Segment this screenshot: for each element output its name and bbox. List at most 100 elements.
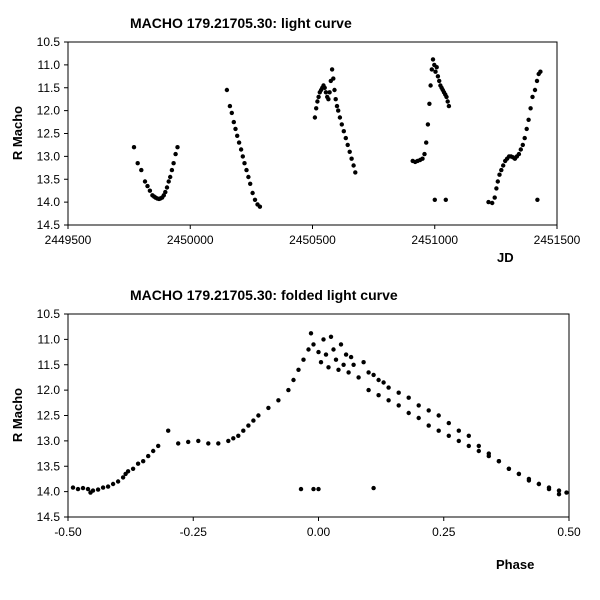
folded-light-curve-x-tick-label: -0.25	[180, 525, 208, 539]
folded-light-curve-data-point	[496, 459, 502, 464]
folded-light-curve-data-point	[156, 443, 161, 449]
folded-light-curve-data-point	[130, 466, 136, 471]
folded-light-curve-y-tick-label: 10.5	[37, 307, 61, 321]
light-curve-data-point	[422, 151, 427, 157]
folded-light-curve-data-point	[328, 334, 334, 339]
folded-light-curve-data-point	[466, 443, 471, 449]
folded-light-curve-data-point	[338, 342, 344, 347]
light-curve-title: MACHO 179.21705.30: light curve	[130, 15, 352, 31]
folded-light-curve-data-point	[361, 360, 366, 365]
folded-light-curve-data-point	[564, 490, 569, 495]
light-curve-data-point	[323, 90, 329, 95]
light-curve-data-point	[332, 87, 337, 93]
folded-light-curve-data-point	[226, 438, 231, 444]
light-curve-data-point	[425, 122, 431, 127]
light-curve-x-tick-label: 2451000	[411, 233, 458, 247]
folded-light-curve-chart: MACHO 179.21705.30: folded light curve R…	[10, 287, 581, 572]
folded-light-curve-data-point	[426, 423, 431, 428]
light-curve-data-point	[524, 126, 529, 132]
light-curve-data-point	[166, 179, 171, 184]
folded-light-curve-data-point	[318, 360, 324, 365]
folded-light-curve-data-point	[348, 354, 354, 360]
light-curve-data-point	[236, 140, 242, 145]
folded-light-curve-data-point	[546, 486, 552, 492]
folded-light-curve-data-point	[466, 433, 471, 438]
light-curve-data-point	[331, 76, 336, 81]
folded-light-curve-data-point	[246, 423, 251, 428]
light-curve-data-point	[435, 74, 441, 79]
folded-light-curve-data-point	[135, 461, 141, 466]
folded-light-curve-data-point	[456, 438, 461, 444]
light-curve-data-point	[224, 87, 230, 93]
light-curve-data-point	[492, 195, 497, 200]
light-curve-x-tick-label: 2450000	[167, 233, 214, 247]
folded-light-curve-data-point	[166, 428, 171, 433]
folded-light-curve-data-point	[306, 347, 311, 352]
light-curve-data-point	[535, 197, 540, 202]
folded-light-curve-data-point	[266, 405, 271, 411]
folded-light-curve-data-point	[241, 428, 246, 433]
folded-light-curve-data-point	[526, 476, 532, 482]
light-curve-data-point	[427, 101, 432, 107]
folded-light-curve-y-tick-label: 13.0	[37, 434, 61, 448]
light-curve-data-point	[490, 200, 495, 206]
folded-light-curve-data-point	[331, 347, 336, 352]
light-curve-data-point	[315, 99, 320, 104]
folded-light-curve-data-point	[343, 352, 349, 357]
folded-light-curve-data-point	[346, 370, 351, 375]
folded-light-curve-data-point	[376, 393, 381, 398]
folded-light-curve-data-point	[416, 403, 421, 408]
folded-light-curve-data-point	[95, 487, 101, 492]
folded-light-curve-data-point	[311, 342, 316, 347]
folded-light-curve-data-point	[416, 415, 421, 421]
light-curve-data-point	[343, 135, 348, 141]
light-curve-data-point	[229, 110, 234, 116]
folded-light-curve-data-point	[426, 408, 431, 413]
light-curve-data-point	[238, 147, 244, 152]
light-curve-data-point	[497, 172, 502, 177]
folded-light-curve-data-point	[356, 375, 361, 380]
folded-light-curve-data-point	[75, 486, 81, 492]
folded-light-curve-data-point	[516, 471, 522, 477]
light-curve-y-tick-label: 11.0	[38, 58, 61, 72]
folded-light-curve-data-point	[536, 481, 542, 487]
light-curve-data-point	[424, 140, 429, 145]
light-curve-y-tick-label: 13.0	[37, 149, 61, 163]
folded-light-curve-data-point	[476, 443, 481, 449]
light-curve-data-point	[349, 156, 354, 161]
folded-light-curve-data-point	[296, 367, 301, 372]
light-curve-data-point	[314, 106, 319, 111]
folded-light-curve-x-tick-label: 0.00	[307, 525, 331, 539]
folded-light-curve-y-tick-label: 11.5	[38, 358, 61, 372]
folded-light-curve-data-point	[236, 433, 241, 438]
folded-light-curve-data-point	[396, 403, 401, 408]
light-curve-data-point	[347, 149, 352, 154]
folded-light-curve-data-point	[323, 352, 329, 357]
light-curve-data-point	[430, 57, 436, 62]
folded-light-curve-data-point	[406, 410, 411, 416]
folded-light-curve-plot-frame	[67, 313, 570, 518]
folded-light-curve-data-point	[100, 485, 106, 490]
light-curve-data-point	[147, 188, 153, 193]
light-curve-data-point	[486, 199, 491, 205]
light-curve-data-point	[163, 189, 168, 195]
folded-light-curve-data-point	[486, 453, 491, 459]
light-curve-data-point	[175, 145, 180, 150]
folded-light-curve-data-point	[286, 387, 291, 393]
light-curve-data-point	[532, 87, 538, 93]
light-curve-chart: MACHO 179.21705.30: light curve R Macho …	[10, 15, 581, 265]
light-curve-y-tick-label: 12.5	[37, 127, 61, 141]
light-curve-data-point	[316, 94, 321, 100]
folded-light-curve-y-tick-label: 13.5	[37, 459, 61, 473]
folded-light-curve-y-axis-label: R Macho	[10, 388, 25, 442]
folded-light-curve-data-point	[176, 441, 181, 446]
light-curve-data-point	[135, 161, 140, 166]
light-curve-y-tick-label: 14.0	[37, 195, 61, 209]
folded-light-curve-data-point	[396, 390, 401, 395]
folded-light-curve-data-point	[206, 441, 211, 446]
folded-light-curve-data-point	[90, 488, 96, 493]
folded-light-curve-data-point	[105, 484, 111, 489]
light-curve-data-point	[446, 103, 452, 109]
light-curve-data-point	[231, 119, 236, 125]
